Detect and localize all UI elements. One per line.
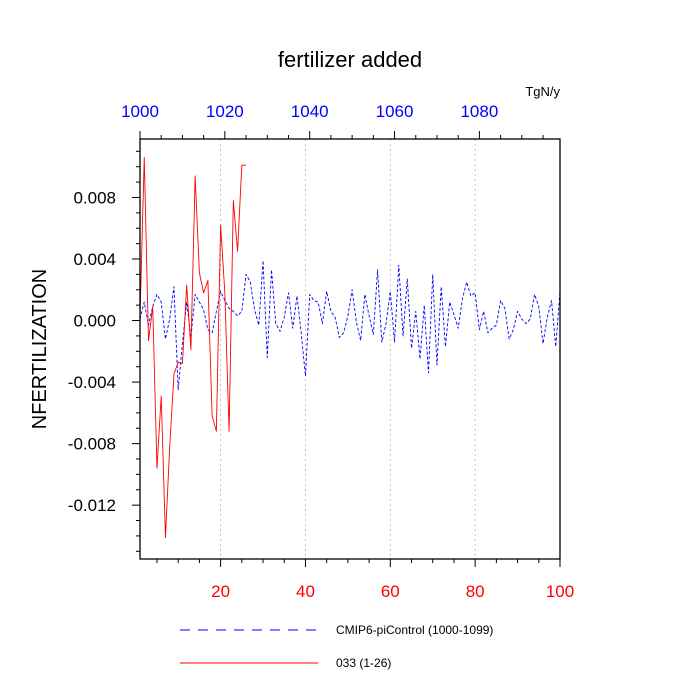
x-tick-label: 40 — [296, 582, 315, 601]
y-tick-label: 0.008 — [73, 188, 116, 207]
y-tick-label: -0.012 — [68, 496, 116, 515]
series-line-1 — [139, 157, 247, 538]
grid-lines — [220, 139, 476, 559]
units-label: TgN/y — [525, 84, 560, 99]
legend-label-blue: CMIP6-piControl (1000-1099) — [336, 623, 493, 637]
x-tick-label: 80 — [466, 582, 485, 601]
top-tick-label: 1060 — [376, 102, 414, 121]
x-tick-label: 20 — [211, 582, 230, 601]
axis-ticks — [132, 131, 561, 567]
legend-label-red: 033 (1-26) — [336, 656, 391, 670]
series-line-0 — [139, 260, 561, 391]
y-tick-label: -0.008 — [68, 435, 116, 454]
top-tick-label: 1040 — [291, 102, 329, 121]
tick-labels: 20 40 60 80 100 1000 1020 1040 1060 1080 -0.012 -0.… — [68, 102, 574, 601]
top-tick-label: 1020 — [206, 102, 244, 121]
y-tick-label: -0.004 — [68, 373, 116, 392]
x-tick-label: 60 — [381, 582, 400, 601]
legend: CMIP6-piControl (1000-1099) 033 (1-26) — [180, 623, 493, 670]
chart-title: fertilizer added — [278, 47, 422, 72]
top-tick-label: 1000 — [121, 102, 159, 121]
y-tick-label: 0.000 — [73, 312, 116, 331]
y-axis-label: NFERTILIZATION — [29, 269, 51, 429]
top-tick-label: 1080 — [460, 102, 498, 121]
series-group — [139, 157, 561, 538]
y-tick-label: 0.004 — [73, 250, 116, 269]
x-tick-label: 100 — [546, 582, 574, 601]
plot-frame — [139, 138, 561, 560]
